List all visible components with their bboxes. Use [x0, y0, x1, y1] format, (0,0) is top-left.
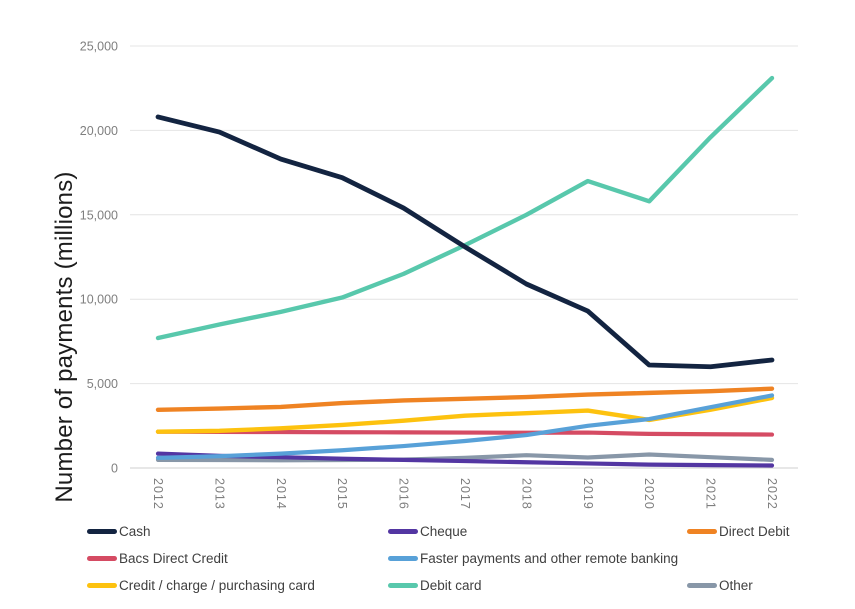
- credit-card-line-swatch: [87, 582, 117, 588]
- line-series-cash: [155, 114, 775, 370]
- x-tick-label: 2012: [151, 478, 165, 510]
- x-tick-label: 2018: [519, 478, 533, 510]
- direct-debit-line-swatch: [687, 528, 717, 534]
- line-series-faster-payments-and-other-remote-banking: [155, 393, 775, 460]
- legend-label: Credit / charge / purchasing card: [119, 577, 315, 593]
- x-tick-label: 2013: [212, 478, 226, 510]
- y-tick-label: 0: [111, 462, 118, 476]
- other-line-swatch: [687, 582, 717, 588]
- cheque-line-swatch: [388, 528, 418, 534]
- y-tick-label: 25,000: [80, 40, 118, 54]
- x-tick-label: 2016: [397, 478, 411, 510]
- legend-label: Cash: [119, 523, 151, 539]
- legend-label: Other: [719, 577, 753, 593]
- x-tick-label: 2019: [581, 478, 595, 510]
- x-tick-label: 2014: [274, 478, 288, 510]
- y-tick-label: 10,000: [80, 293, 118, 307]
- legend-item-direct-debit: Direct Debit: [687, 523, 790, 539]
- line-series-direct-debit: [155, 386, 775, 412]
- x-tick-label: 2021: [704, 478, 718, 510]
- debit-card-line-swatch: [388, 582, 418, 588]
- legend-label: Direct Debit: [719, 523, 790, 539]
- x-tick-label: 2015: [335, 478, 349, 510]
- x-tick-label: 2017: [458, 478, 472, 510]
- cash-line-swatch: [87, 528, 117, 534]
- y-tick-label: 20,000: [80, 124, 118, 138]
- x-tick-label: 2020: [642, 478, 656, 510]
- legend-item-cheque: Cheque: [388, 523, 468, 539]
- legend-item-credit-card: Credit / charge / purchasing card: [87, 577, 315, 593]
- x-tick-label: 2022: [765, 478, 779, 510]
- legend-item-faster-payments: Faster payments and other remote banking: [388, 550, 679, 566]
- line-series-other: [155, 452, 775, 463]
- bacs-direct-credit-line-swatch: [87, 555, 117, 561]
- line-series-cheque: [155, 451, 775, 468]
- y-tick-label: 15,000: [80, 208, 118, 222]
- y-axis-title: Number of payments (millions): [51, 171, 78, 503]
- line-series-bacs-direct-credit: [155, 429, 775, 437]
- y-tick-label: 5,000: [87, 377, 118, 391]
- legend-item-debit-card: Debit card: [388, 577, 482, 593]
- legend-item-other: Other: [687, 577, 753, 593]
- legend-item-cash: Cash: [87, 523, 151, 539]
- legend-label: Debit card: [420, 577, 482, 593]
- faster-payments-line-swatch: [388, 555, 418, 561]
- legend-item-bacs-direct-credit: Bacs Direct Credit: [87, 550, 228, 566]
- legend-label: Faster payments and other remote banking: [420, 550, 679, 566]
- legend-label: Bacs Direct Credit: [119, 550, 228, 566]
- legend-label: Cheque: [420, 523, 468, 539]
